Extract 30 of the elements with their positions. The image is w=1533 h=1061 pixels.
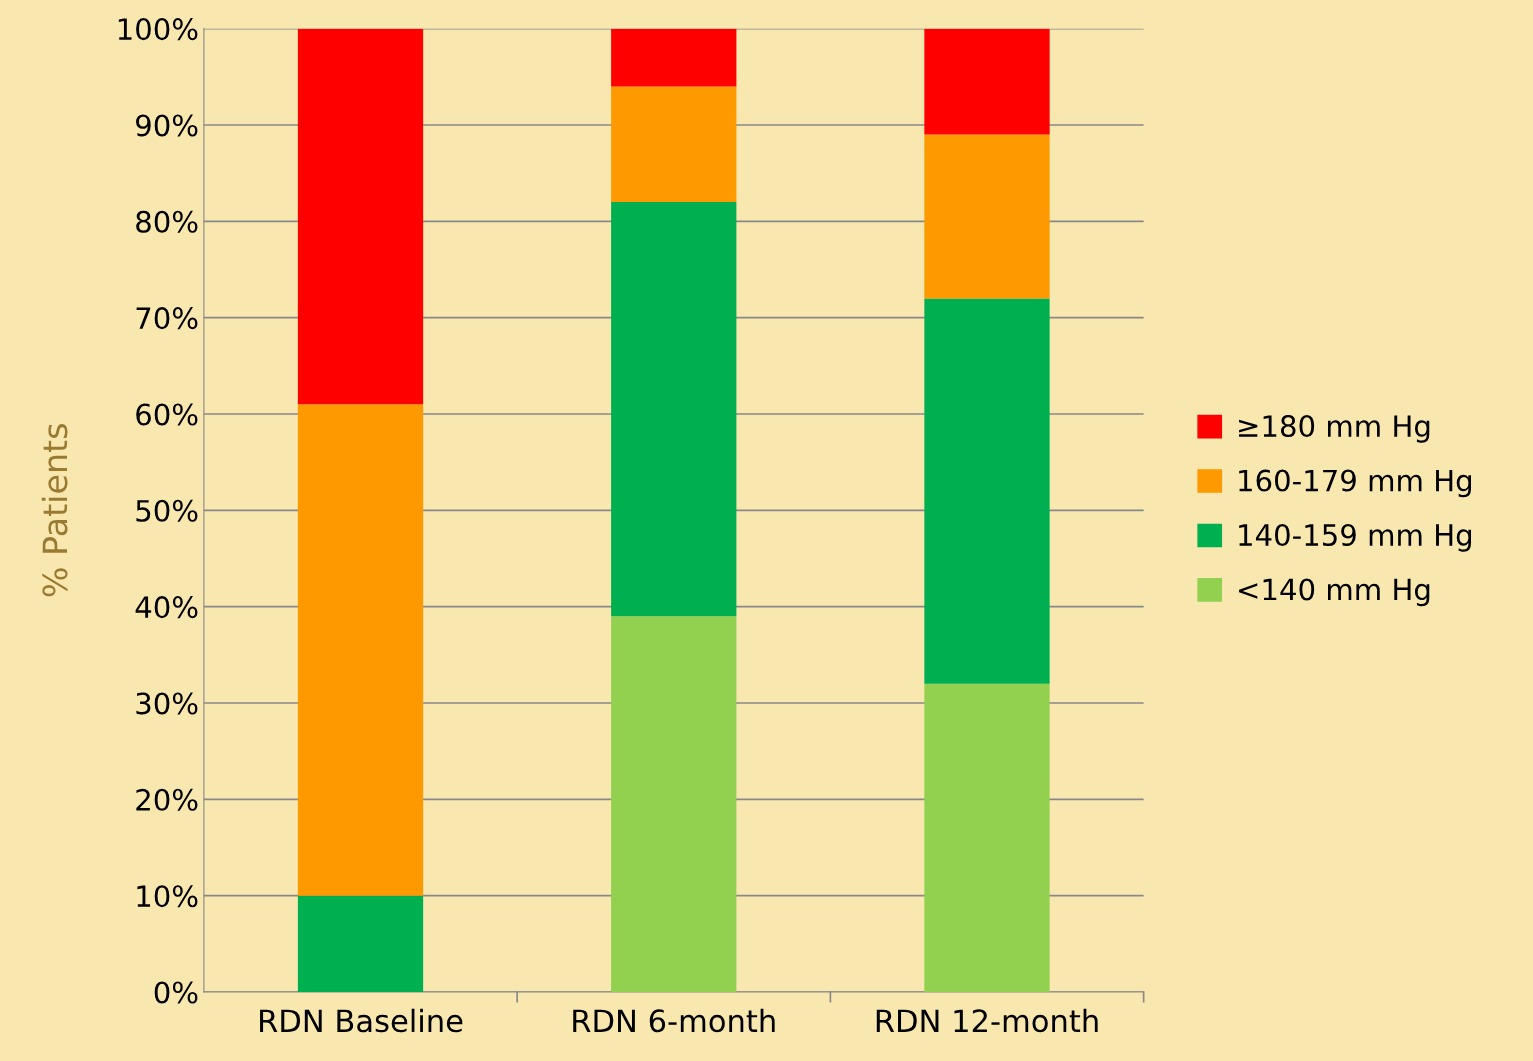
- x-tick-label: RDN 12-month: [876, 1008, 1098, 1033]
- y-tick-label: 50%: [136, 499, 198, 522]
- bar: [924, 134, 1050, 299]
- y-tick-label: 60%: [136, 403, 198, 426]
- y-axis-title: % Patients: [41, 424, 68, 597]
- y-tick-label: 0%: [154, 981, 198, 1004]
- bar: [924, 298, 1050, 684]
- legend-label: 160-179 mm Hg: [1239, 469, 1471, 498]
- y-tick-label: 40%: [135, 596, 198, 619]
- legend-label: 140-159 mm Hg: [1239, 523, 1471, 552]
- y-tick-label: 70%: [136, 307, 198, 330]
- bar: [297, 404, 424, 896]
- bar: [297, 895, 424, 993]
- y-tick-label: 10%: [137, 885, 198, 908]
- bar: [611, 202, 737, 617]
- legend-label: <140 mm Hg: [1239, 578, 1430, 607]
- y-tick-label: 20%: [136, 788, 198, 811]
- bar: [924, 28, 1050, 135]
- bar: [611, 28, 737, 87]
- bar: [924, 683, 1050, 993]
- legend-label: ≥180 mm Hg: [1239, 415, 1430, 443]
- y-tick-label: 80%: [136, 210, 198, 233]
- y-tick-label: 30%: [136, 692, 198, 715]
- bar: [611, 616, 737, 993]
- bar: [297, 28, 424, 405]
- bar: [611, 86, 737, 203]
- x-tick-label: RDN 6-month: [573, 1008, 775, 1033]
- y-tick-label: 90%: [136, 114, 198, 137]
- y-tick-label: 100%: [118, 18, 198, 41]
- x-tick-label: RDN Baseline: [260, 1008, 463, 1033]
